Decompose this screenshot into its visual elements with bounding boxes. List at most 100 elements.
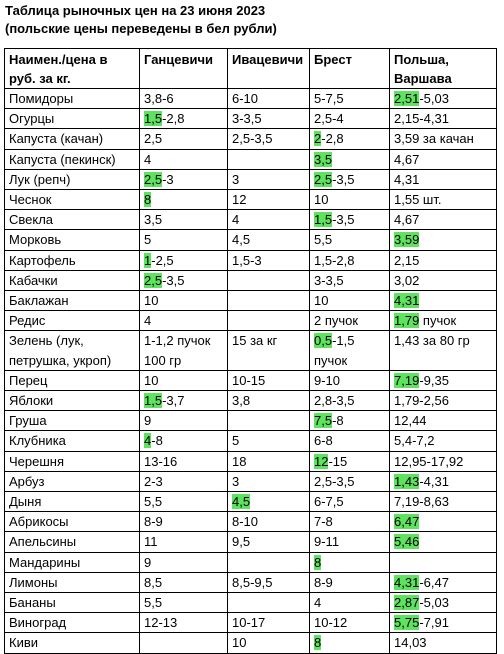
lowest-price: 4,31 [394, 293, 420, 309]
price-text: -3,5 [162, 272, 185, 288]
price-cell: 1,5-2,8 [139, 108, 228, 130]
row: Груша 9 7,5-8 12,44 [4, 410, 497, 432]
price-cell: 8-10 [227, 511, 310, 533]
price-cell: 5,5 [139, 592, 228, 614]
price-cell: 1,55 шт. [389, 189, 497, 211]
price-cell: 10-15 [227, 369, 310, 392]
lowest-price: 6,47 [394, 514, 420, 530]
item-name: Груша [4, 410, 140, 432]
empty-cell [227, 410, 310, 432]
price-cell: 8 [139, 189, 228, 211]
price-cell: 3,5 [309, 148, 390, 170]
lowest-price: 1,79 [394, 313, 420, 329]
column-header: Польша, Варшава [389, 48, 497, 89]
item-name: Морковь [4, 229, 140, 251]
price-text: -5,03 [419, 91, 449, 106]
price-text: -3,5 [332, 171, 355, 187]
row: Мандарины 9 8 [4, 551, 497, 573]
price-cell: 2,5-4 [309, 108, 390, 130]
price-cell: 8-9 [139, 511, 228, 533]
price-cell: 2,15-4,31 [389, 108, 497, 130]
row: Абрикосы 8-9 8-10 7-8 6,47 [4, 511, 497, 533]
item-name: Картофель [4, 249, 140, 271]
price-cell: 4 [227, 209, 310, 231]
price-cell: 10 [227, 632, 310, 654]
item-name: Мандарины [4, 551, 140, 573]
price-cell: 5 [227, 430, 310, 452]
lowest-price: 7,19 [394, 372, 420, 388]
empty-cell [227, 290, 310, 312]
lowest-price: 3,59 [394, 232, 420, 248]
price-cell: 1-2,5 [139, 249, 228, 271]
item-name: Арбуз [4, 470, 140, 493]
price-cell: 12,44 [389, 410, 497, 432]
price-cell: 2,5-3 [139, 168, 228, 191]
lowest-price: 4 [144, 433, 152, 449]
lowest-price: 2,5 [144, 272, 163, 288]
price-cell: 4 [139, 310, 228, 332]
lowest-price: 0,5 [314, 333, 333, 349]
price-cell: 4-8 [139, 430, 228, 452]
row: Морковь 5 4,5 5,5 3,59 [4, 229, 497, 251]
lowest-price: 12 [314, 453, 329, 469]
price-cell: 1,5-3 [227, 249, 310, 271]
price-cell: 11 [139, 531, 228, 553]
item-name: Апельсины [4, 531, 140, 553]
price-text: -9,35 [419, 372, 449, 388]
column-header: Брест [309, 48, 390, 89]
price-text: -3 [162, 171, 174, 187]
price-cell: 9-10 [309, 369, 390, 392]
item-name: Свекла [4, 209, 140, 231]
lowest-price: 7,5 [314, 413, 333, 429]
price-text: -3,5 [332, 212, 355, 228]
price-cell: 1,79 пучок [389, 310, 497, 332]
price-text: -15 [328, 453, 348, 469]
item-name: Черешня [4, 450, 140, 472]
row: Капуста (пекинск) 4 3,5 4,67 [4, 148, 497, 170]
price-cell: 12-15 [309, 450, 390, 472]
row: Арбуз 2-3 3 2,5-3,5 1,43-4,31 [4, 470, 497, 493]
lowest-price: 5,46 [394, 534, 420, 550]
price-text: -6,47 [419, 574, 449, 590]
price-cell: 3,02 [389, 269, 497, 292]
lowest-price: 8 [314, 554, 322, 570]
price-cell: 2,5-3,5 [227, 128, 310, 150]
price-cell: 2,5-3,5 [139, 269, 228, 292]
price-cell: 6-10 [227, 87, 310, 110]
price-text: -2,8 [162, 111, 185, 127]
row: Киви 10 8 14,03 [4, 632, 497, 654]
price-cell: 3 [227, 168, 310, 191]
item-name: Перец [4, 369, 140, 392]
price-cell: 14,03 [389, 632, 497, 654]
price-cell: 13-16 [139, 450, 228, 472]
item-name: Яблоки [4, 390, 140, 412]
price-cell: 3-3,5 [309, 269, 390, 292]
lowest-price: 2 [314, 131, 322, 147]
header: Таблица рыночных цен на 23 июня 2023 (по… [0, 0, 504, 38]
price-cell: 0,5-1,5 пучок [309, 330, 390, 371]
column-header: Наимен./цена в руб. за кг. [4, 48, 140, 89]
row: Клубника 4-8 5 6-8 5,4-7,2 [4, 430, 497, 452]
price-cell: 2 пучок [309, 310, 390, 332]
price-cell: 10-12 [309, 612, 390, 634]
row: Свекла 3,5 4 1,5-3,5 4,67 [4, 209, 497, 231]
price-cell: 1,79-2,56 [389, 390, 497, 412]
item-name: Бананы [4, 592, 140, 614]
price-cell: 9,5 [227, 531, 310, 553]
item-name: Помидоры [4, 87, 140, 110]
price-cell: 3-3,5 [227, 108, 310, 130]
empty-cell [227, 269, 310, 292]
price-text: -2,5 [151, 252, 174, 268]
empty-cell [227, 148, 310, 170]
price-cell: 1,5-3,7 [139, 390, 228, 412]
price-cell: 6,47 [389, 511, 497, 533]
price-cell: 9 [139, 410, 228, 432]
column-header: Ганцевичи [139, 48, 228, 89]
empty-cell [227, 310, 310, 332]
lowest-price: 2,5 [144, 171, 163, 187]
price-cell: 1,5-2,8 [309, 249, 390, 271]
row: Кабачки 2,5-3,5 3-3,5 3,02 [4, 269, 497, 292]
price-cell: 7,5-8 [309, 410, 390, 432]
price-cell: 2,15 [389, 249, 497, 271]
lowest-price: 1,43 [394, 473, 420, 489]
